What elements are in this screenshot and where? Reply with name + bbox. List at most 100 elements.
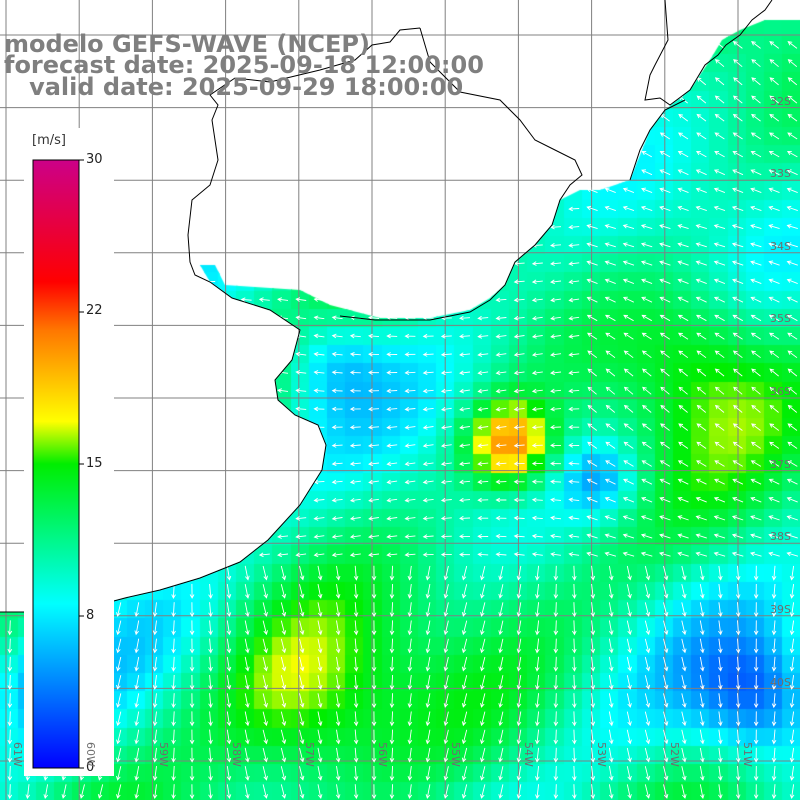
wind-arrow <box>371 765 377 781</box>
wind-arrow <box>531 497 543 503</box>
wind-arrow <box>317 747 323 763</box>
wind-arrow <box>280 620 287 636</box>
wind-arrow <box>171 638 176 654</box>
wind-arrow <box>404 315 416 321</box>
wind-arrow <box>642 386 652 395</box>
wind-arrow <box>787 350 798 359</box>
wind-arrow <box>789 747 795 763</box>
wind-arrow <box>313 315 325 321</box>
wind-arrow <box>660 404 670 413</box>
wind-arrow <box>317 584 323 599</box>
wind-arrow <box>586 296 598 303</box>
wind-arrow <box>731 515 744 521</box>
wind-arrow <box>7 674 13 690</box>
wind-arrow <box>425 675 431 690</box>
wind-arrow <box>513 443 525 448</box>
wind-arrow <box>295 297 307 302</box>
longitude-label: 58W <box>230 742 243 767</box>
wind-arrow <box>335 656 341 672</box>
wind-arrow <box>753 674 759 690</box>
wind-arrow <box>331 351 343 357</box>
wind-arrow <box>349 333 361 339</box>
wind-arrow <box>586 515 598 521</box>
wind-arrow <box>299 729 305 745</box>
wind-arrow <box>208 620 213 636</box>
wind-arrow <box>714 441 725 449</box>
wind-arrow <box>459 425 470 430</box>
wind-arrow <box>771 729 777 745</box>
wind-arrow <box>641 296 653 303</box>
wind-arrow <box>299 693 305 708</box>
wind-arrow <box>353 729 359 745</box>
wind-arrow <box>226 784 232 800</box>
wind-arrow <box>699 620 705 636</box>
wind-arrow <box>735 729 741 745</box>
wind-arrow <box>735 674 741 690</box>
wind-arrow <box>313 388 325 393</box>
wind-arrow <box>787 41 798 49</box>
wind-arrow <box>353 620 359 636</box>
wind-arrow <box>422 315 434 321</box>
wind-arrow <box>695 296 707 303</box>
wind-arrow <box>440 406 452 412</box>
wind-arrow <box>768 242 780 248</box>
wind-arrow <box>753 747 759 763</box>
wind-arrow <box>550 461 562 466</box>
wind-arrow <box>349 388 361 394</box>
wind-arrow <box>658 551 671 557</box>
wind-arrow <box>771 747 777 763</box>
wind-arrow <box>771 583 777 599</box>
wind-arrow <box>353 693 359 709</box>
wind-arrow <box>535 565 540 581</box>
wind-arrow <box>753 620 759 636</box>
wind-arrow <box>407 584 413 599</box>
wind-arrow <box>208 747 213 763</box>
wind-arrow <box>623 368 634 377</box>
wind-arrow <box>25 784 31 800</box>
wind-arrow <box>349 479 361 485</box>
wind-arrow <box>389 784 395 800</box>
wind-arrow <box>789 711 795 727</box>
wind-arrow <box>331 406 343 412</box>
wind-arrow <box>226 747 232 763</box>
wind-arrow <box>459 552 471 557</box>
wind-arrow <box>751 386 761 395</box>
wind-arrow <box>331 497 343 503</box>
wind-arrow <box>696 386 707 395</box>
wind-arrow <box>786 551 799 557</box>
wind-arrow <box>751 423 761 431</box>
wind-arrow <box>568 497 580 503</box>
wind-arrow <box>404 388 416 394</box>
wind-arrow <box>389 638 395 654</box>
wind-arrow <box>404 352 416 357</box>
wind-arrow <box>280 711 287 727</box>
wind-arrow <box>590 693 596 709</box>
wind-arrow <box>244 584 250 599</box>
wind-arrow <box>386 333 398 339</box>
wind-arrow <box>516 747 522 763</box>
wind-arrow <box>171 784 176 800</box>
wind-arrow <box>789 656 795 672</box>
wind-arrow <box>550 515 562 521</box>
wind-arrow <box>404 479 416 485</box>
wind-arrow <box>443 584 449 599</box>
wind-arrow <box>695 205 707 212</box>
wind-arrow <box>659 460 671 467</box>
wind-arrow <box>590 620 596 636</box>
wind-arrow <box>640 224 653 230</box>
wind-arrow <box>681 747 687 763</box>
wind-arrow <box>718 602 723 618</box>
wind-arrow <box>590 583 596 599</box>
wind-arrow <box>331 552 343 558</box>
wind-arrow <box>751 113 761 122</box>
wind-arrow <box>244 693 250 709</box>
wind-arrow <box>753 693 759 709</box>
wind-arrow <box>678 423 689 431</box>
wind-arrow <box>480 565 486 581</box>
wind-arrow <box>440 516 452 521</box>
wind-arrow <box>262 711 268 727</box>
wind-arrow <box>459 370 471 376</box>
wind-arrow <box>189 583 195 599</box>
wind-arrow <box>771 693 777 709</box>
wind-arrow <box>299 620 305 636</box>
